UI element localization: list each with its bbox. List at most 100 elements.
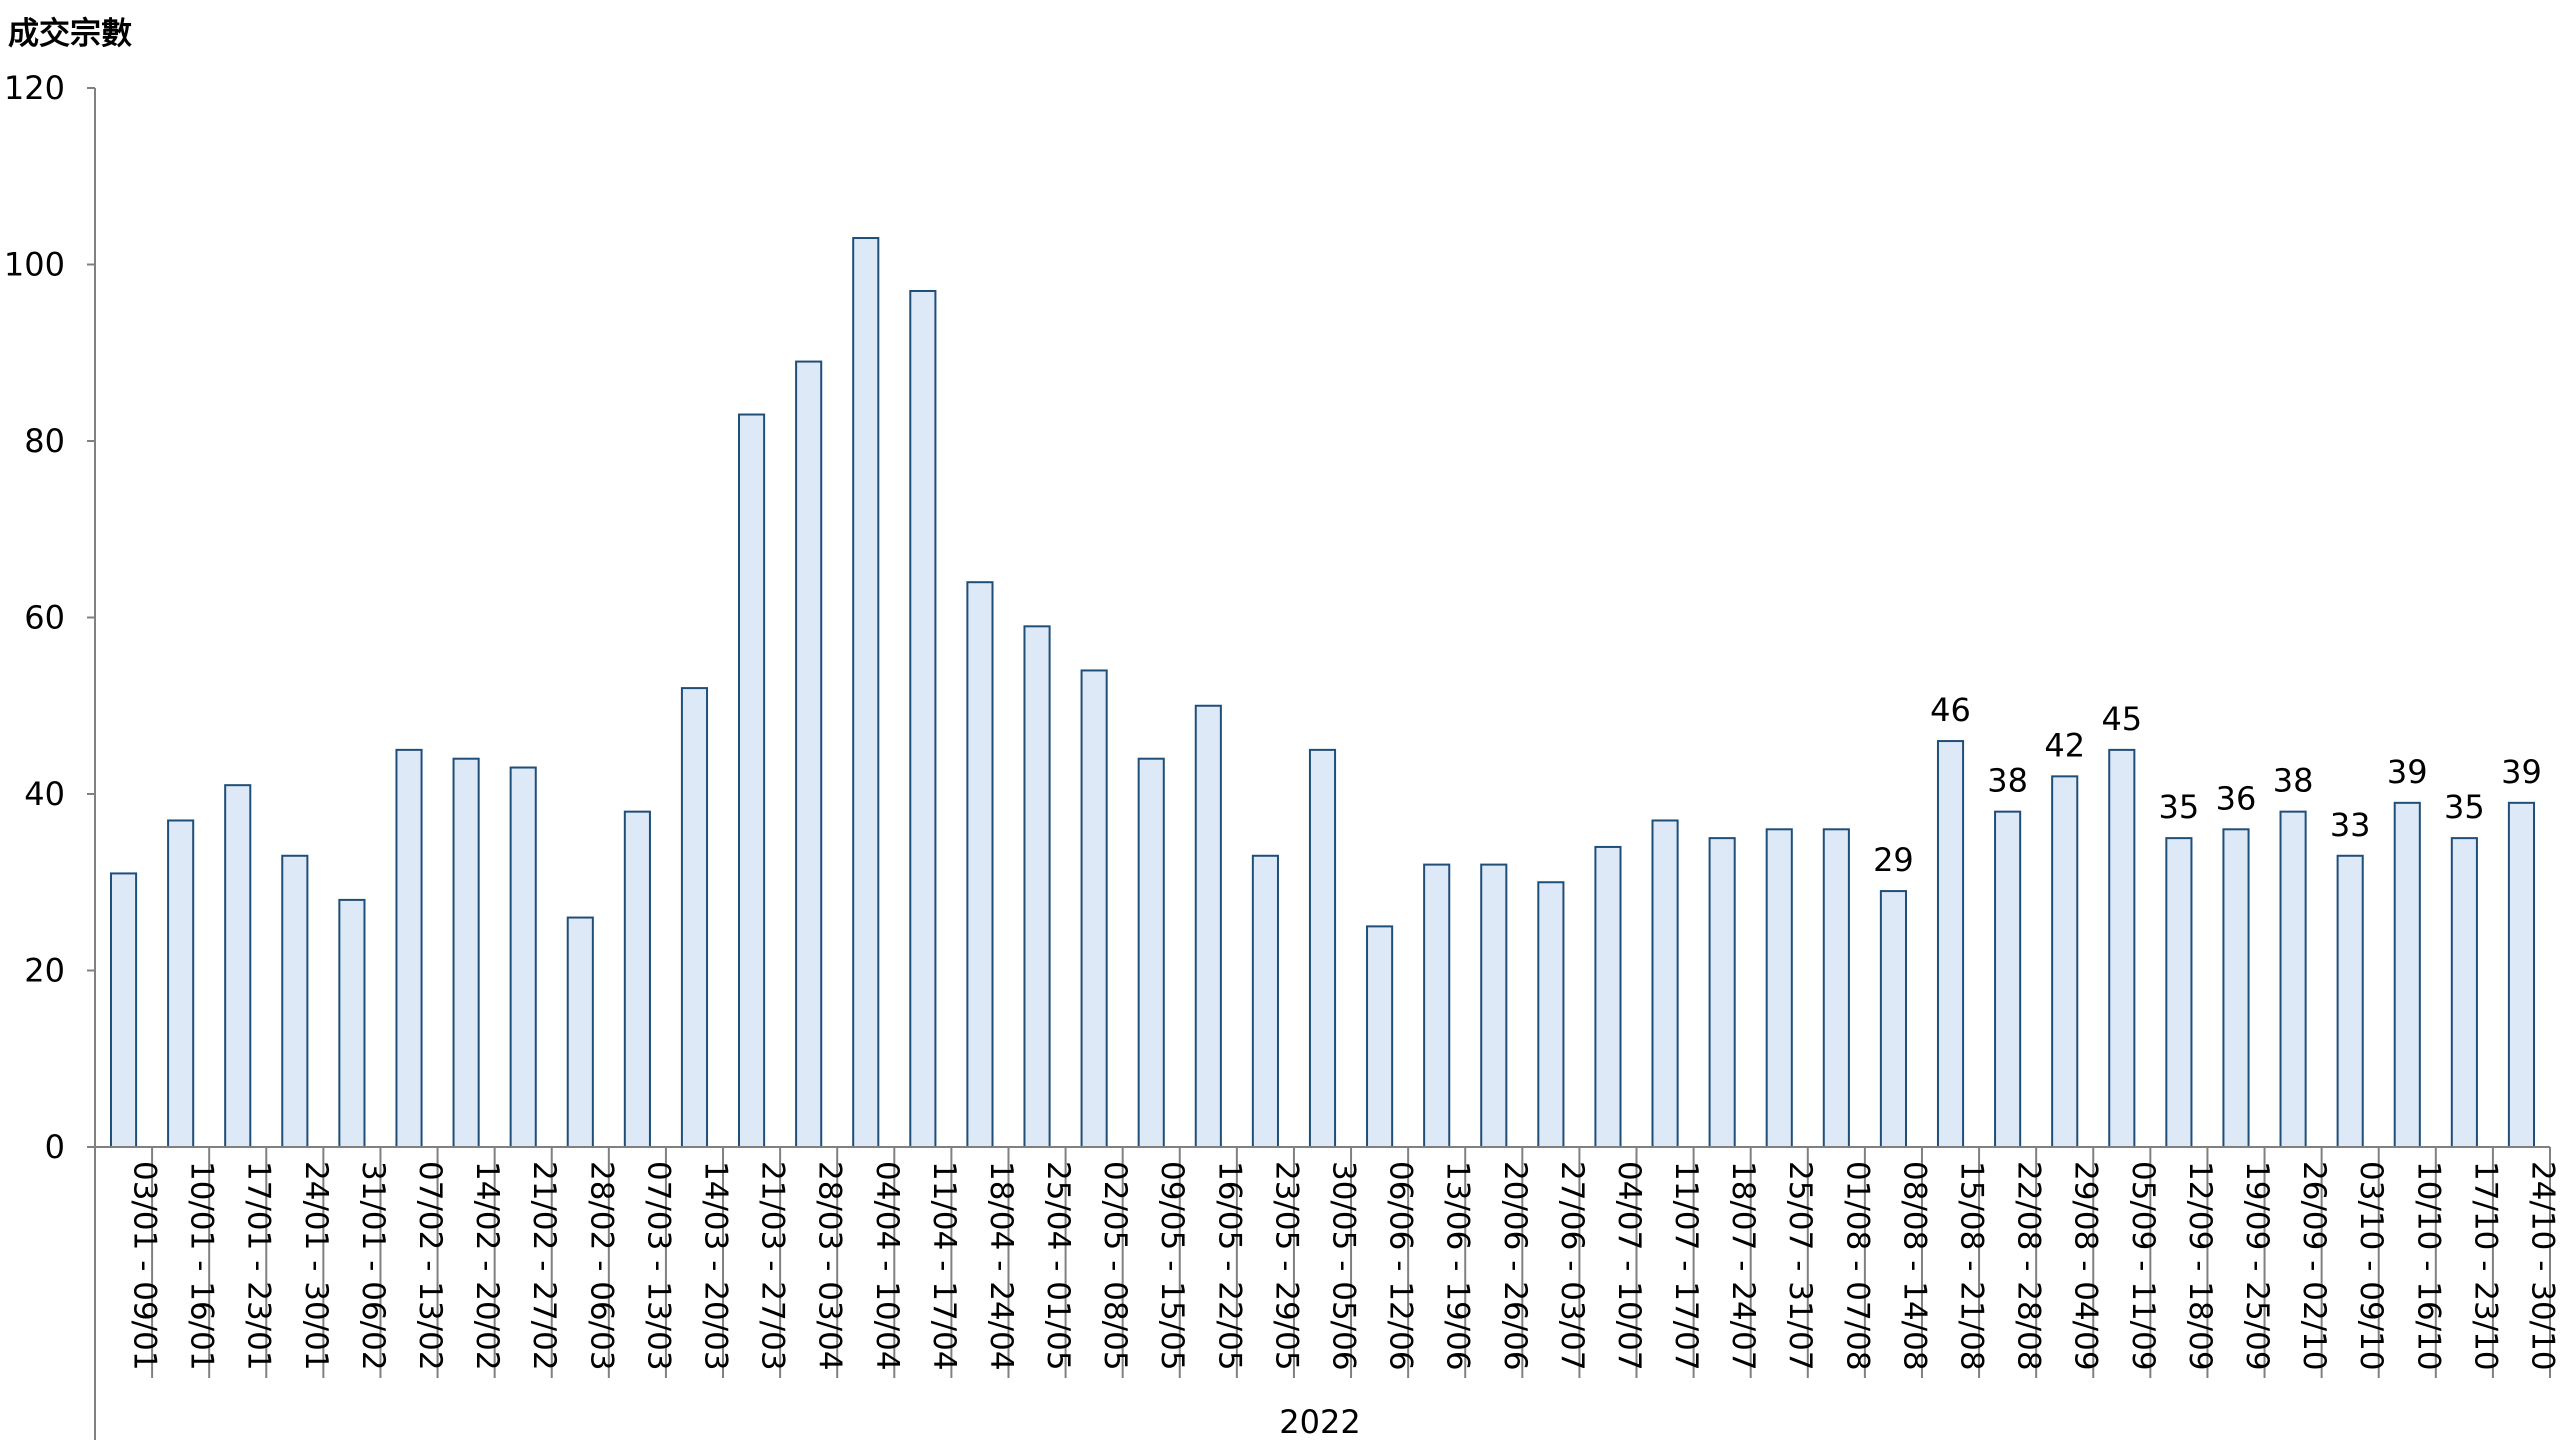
bar	[2108, 748, 2136, 1148]
bar	[680, 687, 709, 1148]
bar	[1480, 863, 1508, 1148]
bar	[1308, 748, 1337, 1148]
x-tick-label: 24/10 - 30/10	[2524, 1161, 2560, 1371]
bar	[1994, 810, 2022, 1149]
x-tick-label: 02/05 - 08/05	[1097, 1161, 1133, 1371]
bar	[395, 748, 423, 1148]
x-tick-label: 08/08 - 14/08	[1896, 1161, 1932, 1371]
bar	[1251, 854, 1279, 1149]
x-tick-label: 28/03 - 03/04	[812, 1161, 848, 1371]
bar	[795, 360, 823, 1148]
bar	[2051, 775, 2079, 1148]
data-label: 45	[2101, 700, 2142, 738]
x-tick-label: 13/06 - 19/06	[1440, 1161, 1476, 1371]
bar	[1822, 828, 1850, 1148]
y-axis: 0 20 40 60 80 100 120	[4, 69, 96, 1440]
bar	[1194, 704, 1222, 1148]
x-tick-label: 14/03 - 20/03	[697, 1161, 733, 1371]
bar	[452, 757, 480, 1148]
x-tick-label: 04/04 - 10/04	[869, 1161, 905, 1371]
data-label: 36	[2216, 779, 2257, 817]
bars	[109, 237, 2536, 1149]
x-tick-label: 25/04 - 01/05	[1040, 1161, 1076, 1371]
x-tick-label: 22/08 - 28/08	[2011, 1161, 2047, 1371]
x-tick-label: 01/08 - 07/08	[1839, 1161, 1875, 1371]
bar	[224, 784, 252, 1148]
data-label: 38	[1987, 762, 2028, 800]
x-axis: 03/01 - 09/01 10/01 - 16/01 17/01 - 23/01 2…	[94, 1146, 2560, 1378]
x-tick-label: 18/04 - 24/04	[983, 1161, 1019, 1371]
y-tick-label: 40	[24, 775, 65, 813]
bar	[1366, 925, 1394, 1148]
bar	[1765, 828, 1793, 1148]
bar	[966, 581, 994, 1148]
bar	[2336, 854, 2364, 1149]
y-axis-title: 成交宗數	[8, 16, 132, 52]
bar	[1023, 625, 1051, 1148]
bar	[623, 810, 651, 1149]
bar	[281, 854, 309, 1149]
x-tick-label: 20/06 - 26/06	[1497, 1161, 1533, 1371]
data-label: 38	[2273, 762, 2314, 800]
data-label: 39	[2387, 753, 2428, 791]
x-tick-label: 17/10 - 23/10	[2467, 1161, 2503, 1371]
bar	[1137, 757, 1165, 1148]
data-labels: 29 46 38 42 45 35 36 38 33 39 35 39	[1873, 691, 2542, 879]
bar	[852, 237, 880, 1148]
data-label: 29	[1873, 841, 1914, 879]
bar	[2279, 810, 2307, 1149]
y-tick-label: 20	[24, 952, 65, 990]
y-tick-label: 120	[4, 69, 65, 107]
x-tick-label: 24/01 - 30/01	[298, 1161, 334, 1371]
x-tick-label: 14/02 - 20/02	[469, 1161, 505, 1371]
x-tick-label: 26/09 - 02/10	[2296, 1161, 2332, 1371]
x-tick-label: 23/05 - 29/05	[1268, 1161, 1304, 1371]
bar	[509, 766, 537, 1149]
bar	[2393, 801, 2421, 1148]
x-tick-label: 11/07 - 17/07	[1668, 1161, 1704, 1371]
x-tick-label: 16/05 - 22/05	[1211, 1161, 1247, 1371]
bar	[1537, 881, 1565, 1148]
data-label: 42	[2044, 726, 2085, 764]
bar	[109, 872, 138, 1148]
y-tick-label: 100	[4, 246, 65, 284]
bar	[1080, 669, 1108, 1148]
x-tick-label: 17/01 - 23/01	[241, 1161, 277, 1371]
bar	[1651, 819, 1679, 1148]
y-tick-label: 0	[45, 1128, 65, 1166]
x-tick-label: 18/07 - 24/07	[1725, 1161, 1761, 1371]
x-tick-label: 03/10 - 09/10	[2353, 1161, 2389, 1371]
x-tick-label: 27/06 - 03/07	[1554, 1161, 1590, 1371]
y-tick-label: 80	[24, 422, 65, 460]
bar	[1879, 890, 1907, 1149]
x-tick-label: 11/04 - 17/04	[926, 1161, 962, 1371]
data-label: 39	[2501, 753, 2542, 791]
bar	[338, 898, 366, 1149]
data-label: 35	[2159, 788, 2200, 826]
bar	[738, 413, 766, 1148]
x-tick-label: 07/02 - 13/02	[412, 1161, 448, 1371]
bar	[566, 916, 594, 1148]
x-tick-label: 15/08 - 21/08	[1954, 1161, 1990, 1371]
x-tick-label: 21/03 - 27/03	[755, 1161, 791, 1371]
bar	[909, 289, 937, 1149]
bar	[167, 819, 195, 1148]
x-tick-label: 09/05 - 15/05	[1154, 1161, 1190, 1371]
bar	[2507, 801, 2536, 1148]
bar	[2222, 828, 2250, 1148]
x-tick-label: 19/09 - 25/09	[2239, 1161, 2275, 1371]
x-tick-label: 05/09 - 11/09	[2125, 1161, 2161, 1371]
bar	[1708, 837, 1736, 1148]
bar	[1594, 845, 1622, 1148]
x-tick-label: 06/06 - 12/06	[1383, 1161, 1419, 1371]
y-tick-label: 60	[24, 599, 65, 637]
x-tick-label: 21/02 - 27/02	[526, 1161, 562, 1371]
x-tick-label: 07/03 - 13/03	[640, 1161, 676, 1371]
x-tick-label: 12/09 - 18/09	[2182, 1161, 2218, 1371]
x-tick-label: 10/10 - 16/10	[2410, 1161, 2446, 1371]
x-tick-label: 10/01 - 16/01	[184, 1161, 220, 1371]
x-group-label: 2022	[1279, 1403, 1360, 1440]
bar	[1936, 740, 1965, 1148]
x-tick-label: 03/01 - 09/01	[127, 1161, 163, 1371]
